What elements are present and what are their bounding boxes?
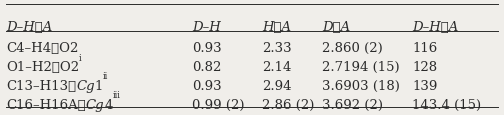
Text: 3.692 (2): 3.692 (2)	[322, 98, 383, 111]
Text: ii: ii	[103, 72, 108, 81]
Text: 139: 139	[412, 79, 438, 92]
Text: D–H⋯A: D–H⋯A	[7, 21, 53, 34]
Text: 2.94: 2.94	[262, 79, 291, 92]
Text: 1: 1	[95, 79, 103, 92]
Text: C4–H4⋯O2: C4–H4⋯O2	[7, 42, 79, 55]
Text: O1–H2⋯O2: O1–H2⋯O2	[7, 61, 80, 74]
Text: 116: 116	[412, 42, 437, 55]
Text: 2.33: 2.33	[262, 42, 292, 55]
Text: C16–H16A⋯: C16–H16A⋯	[7, 98, 86, 111]
Text: Cg: Cg	[86, 98, 104, 111]
Text: 0.99 (2): 0.99 (2)	[192, 98, 244, 111]
Text: 0.82: 0.82	[192, 61, 221, 74]
Text: 2.7194 (15): 2.7194 (15)	[322, 61, 400, 74]
Text: H⋯A: H⋯A	[262, 21, 291, 34]
Text: C13–H13⋯: C13–H13⋯	[7, 79, 77, 92]
Text: 2.86 (2): 2.86 (2)	[262, 98, 314, 111]
Text: D–H: D–H	[192, 21, 221, 34]
Text: D⋯A: D⋯A	[322, 21, 350, 34]
Text: 128: 128	[412, 61, 437, 74]
Text: 143.4 (15): 143.4 (15)	[412, 98, 481, 111]
Text: 0.93: 0.93	[192, 79, 221, 92]
Text: 0.93: 0.93	[192, 42, 221, 55]
Text: 2.860 (2): 2.860 (2)	[322, 42, 383, 55]
Text: D–H⋯A: D–H⋯A	[412, 21, 459, 34]
Text: 4: 4	[104, 98, 112, 111]
Text: 2.14: 2.14	[262, 61, 291, 74]
Text: Cg: Cg	[76, 79, 95, 92]
Text: i: i	[79, 53, 82, 62]
Text: iii: iii	[112, 91, 120, 99]
Text: 3.6903 (18): 3.6903 (18)	[322, 79, 400, 92]
